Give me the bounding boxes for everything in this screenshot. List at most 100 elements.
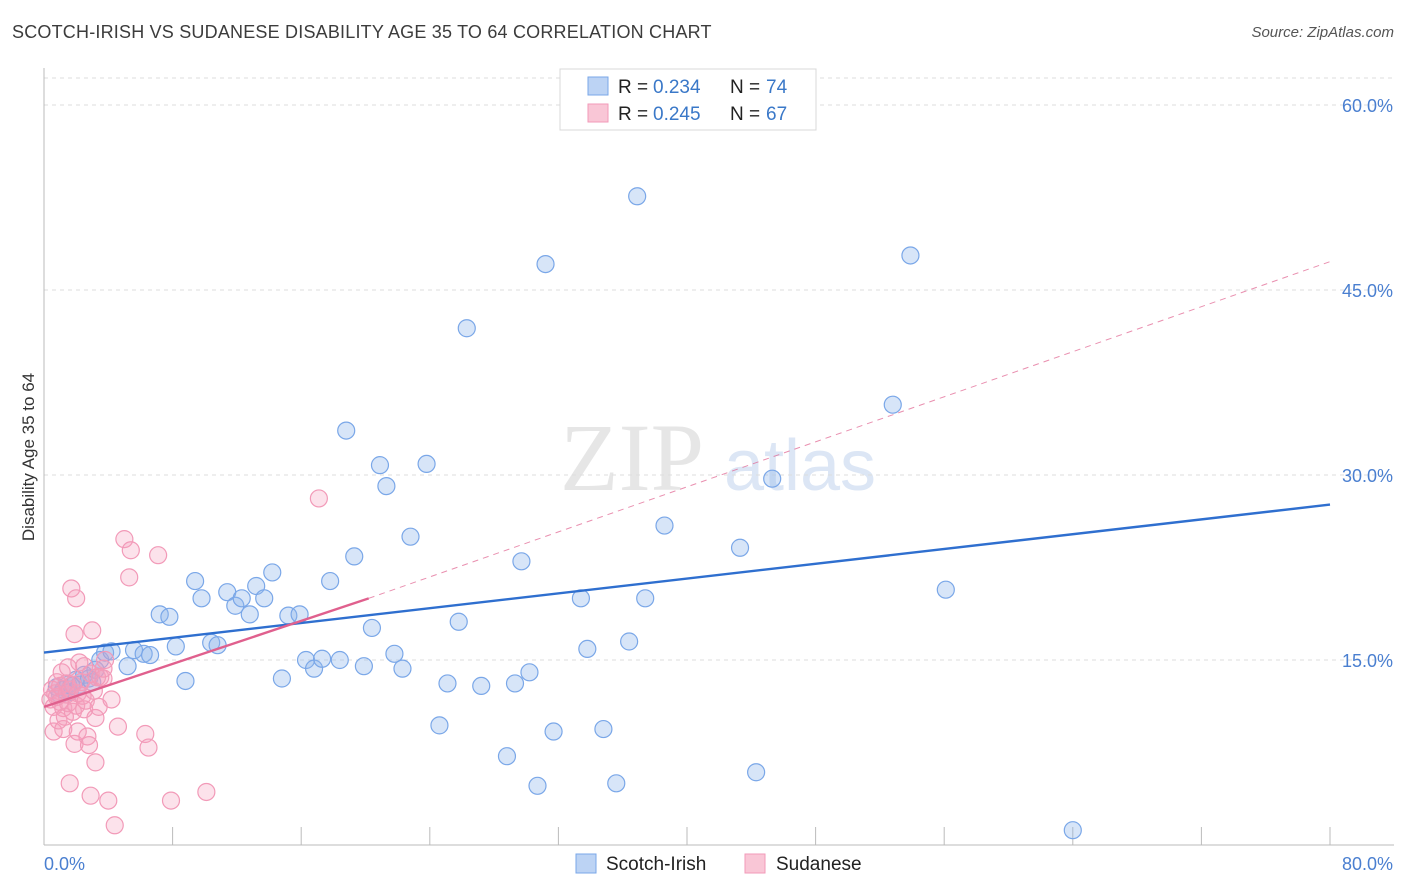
point-scotch-irish [449, 612, 468, 631]
point-scotch-irish [354, 657, 373, 676]
point-scotch-irish [337, 421, 356, 440]
point-sudanese [95, 650, 115, 670]
point-scotch-irish [472, 676, 491, 696]
point-scotch-irish [176, 671, 195, 691]
point-scotch-irish [497, 747, 517, 766]
point-sudanese [136, 724, 155, 744]
point-scotch-irish [160, 607, 179, 626]
x-ticks [43, 827, 1331, 845]
y-tick-labels: 15.0% 30.0% 45.0% 60.0% [1342, 96, 1393, 671]
axes [43, 68, 1394, 846]
point-scotch-irish [607, 774, 626, 793]
point-sudanese [65, 624, 84, 644]
point-sudanese [59, 658, 78, 677]
point-scotch-irish [401, 527, 420, 546]
point-scotch-irish [763, 469, 782, 488]
data-points [41, 187, 1082, 840]
point-sudanese [102, 690, 121, 709]
point-scotch-irish [1063, 821, 1082, 840]
y-tick-label: 60.0% [1342, 96, 1393, 116]
point-scotch-irish [536, 255, 555, 274]
legend-n-value-1: 74 [766, 77, 788, 98]
chart-title: SCOTCH-IRISH VS SUDANESE DISABILITY AGE … [12, 22, 712, 42]
point-sudanese [60, 774, 79, 793]
point-scotch-irish [628, 187, 647, 206]
point-sudanese [81, 786, 100, 805]
x-tick-label-max: 80.0% [1342, 854, 1393, 874]
point-scotch-irish [362, 618, 382, 638]
point-sudanese [149, 546, 168, 565]
point-scotch-irish [655, 516, 674, 535]
legend-swatch-scotch-irish [587, 76, 609, 96]
point-scotch-irish [544, 722, 563, 741]
point-sudanese [105, 816, 124, 835]
point-sudanese [68, 722, 87, 741]
bottom-legend-swatch-scotch-irish [575, 853, 597, 874]
point-sudanese [86, 708, 105, 728]
bottom-legend: Scotch-Irish Sudanese [575, 853, 862, 875]
legend-r-label-2: R = [618, 104, 648, 125]
point-scotch-irish [140, 645, 160, 665]
legend-r-label-1: R = [618, 77, 648, 98]
point-scotch-irish [457, 319, 476, 338]
point-sudanese [79, 735, 99, 755]
legend-n-label-1: N = [730, 77, 760, 98]
point-sudanese [83, 621, 102, 640]
point-sudanese [75, 657, 94, 676]
trend-line-sudanese-extension [368, 261, 1331, 599]
point-scotch-irish [186, 571, 205, 591]
point-scotch-irish [166, 637, 185, 656]
trend-line-sudanese [43, 597, 370, 709]
point-sudanese [197, 782, 216, 802]
point-scotch-irish [232, 589, 251, 608]
watermark-zip: ZIP [560, 404, 704, 511]
point-sudanese [86, 753, 105, 772]
point-scotch-irish [240, 605, 259, 624]
point-scotch-irish [936, 580, 955, 599]
point-scotch-irish [520, 663, 539, 682]
y-tick-label: 30.0% [1342, 466, 1393, 486]
point-scotch-irish [730, 538, 750, 557]
point-sudanese [99, 791, 118, 810]
point-scotch-irish [505, 674, 525, 693]
trend-lines [43, 261, 1331, 709]
legend-n-label-2: N = [730, 104, 760, 125]
point-scotch-irish [528, 776, 547, 795]
point-sudanese [108, 717, 128, 736]
point-scotch-irish [272, 669, 292, 688]
point-scotch-irish [430, 716, 449, 735]
point-scotch-irish [95, 643, 115, 662]
trend-line-scotch-irish [43, 503, 1331, 654]
point-sudanese [62, 579, 81, 598]
point-scotch-irish [438, 674, 457, 693]
point-scotch-irish [226, 596, 245, 615]
gridlines [44, 77, 1394, 661]
point-sudanese [139, 738, 158, 757]
y-tick-label: 15.0% [1342, 651, 1393, 671]
legend-r-value-1: 0.234 [653, 77, 701, 98]
legend-r-value-2: 0.245 [653, 104, 701, 125]
bottom-legend-label-sudanese: Sudanese [776, 854, 862, 875]
point-sudanese [121, 541, 140, 560]
point-scotch-irish [393, 659, 412, 678]
y-axis-label: Disability Age 35 to 64 [19, 373, 38, 541]
point-sudanese [67, 589, 86, 608]
point-scotch-irish [134, 644, 153, 663]
point-scotch-irish [620, 632, 639, 651]
point-scotch-irish [370, 456, 390, 475]
point-scotch-irish [118, 657, 137, 676]
point-scotch-irish [417, 454, 436, 473]
point-scotch-irish [345, 547, 364, 566]
point-scotch-irish [377, 477, 396, 496]
point-scotch-irish [385, 644, 404, 663]
point-scotch-irish [512, 552, 531, 571]
bottom-legend-swatch-sudanese [744, 853, 766, 874]
point-scotch-irish [255, 589, 274, 608]
legend: R = 0.234 N = 74 R = 0.245 N = 67 [559, 68, 817, 131]
point-sudanese [309, 489, 328, 508]
legend-n-value-2: 67 [766, 104, 787, 125]
x-tick-label-min: 0.0% [44, 854, 85, 874]
bottom-legend-label-scotch-irish: Scotch-Irish [606, 854, 706, 875]
point-scotch-irish [192, 589, 211, 608]
